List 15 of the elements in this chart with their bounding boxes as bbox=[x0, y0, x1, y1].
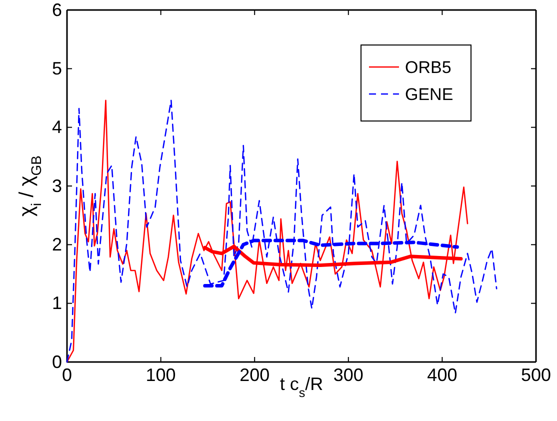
x-tick-label: 500 bbox=[520, 364, 552, 385]
y-tick-label: 4 bbox=[52, 117, 62, 138]
legend-label: ORB5 bbox=[405, 58, 452, 77]
x-tick-label: 400 bbox=[427, 364, 458, 385]
legend-label: GENE bbox=[405, 85, 454, 104]
x-tick-label: 300 bbox=[333, 364, 364, 385]
y-tick-label: 5 bbox=[52, 58, 62, 78]
x-tick-label: 100 bbox=[146, 364, 176, 385]
x-axis-title: t c$_{s}$/R bbox=[280, 374, 324, 400]
x-tick-label: 200 bbox=[240, 364, 270, 385]
y-tick-label: 2 bbox=[52, 234, 62, 254]
y-tick-label: 6 bbox=[52, 0, 62, 20]
y-tick-label: 1 bbox=[52, 293, 62, 314]
y-tick-label: 3 bbox=[52, 176, 62, 196]
y-tick-label: 0 bbox=[52, 352, 62, 372]
